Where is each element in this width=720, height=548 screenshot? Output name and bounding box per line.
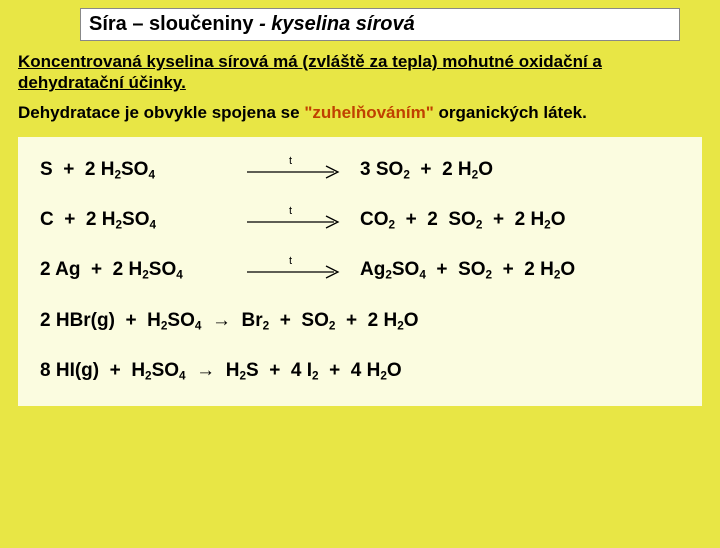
arrow-label: t — [289, 255, 292, 267]
title-part2: - kyselina sírová — [259, 13, 415, 35]
intro2-pre: Dehydratace je obvykle spojena se — [18, 103, 304, 122]
equation-row: 8 HI(g) + H2SO4 → H2S + 4 I2 + 4 H2O — [40, 360, 680, 382]
reaction-arrow: t — [245, 159, 360, 181]
equation-row: S + 2 H2SO4 t 3 SO2 + 2 H2O — [40, 159, 680, 181]
equation-rhs: 3 SO2 + 2 H2O — [360, 159, 680, 181]
equation-row: 2 Ag + 2 H2SO4 t Ag2SO4 + SO2 + 2 H2O — [40, 259, 680, 281]
equation-lhs: S + 2 H2SO4 — [40, 159, 245, 181]
reaction-arrow: t — [245, 209, 360, 231]
intro2-post: organických látek. — [434, 103, 587, 122]
reaction-arrow: t — [245, 259, 360, 281]
title-part1: Síra – sloučeniny — [89, 13, 259, 35]
title-box: Síra – sloučeniny - kyselina sírová — [80, 8, 680, 41]
equation-row: C + 2 H2SO4 t CO2 + 2 SO2 + 2 H2O — [40, 209, 680, 231]
equations-panel: S + 2 H2SO4 t 3 SO2 + 2 H2O C + 2 H2SO4 t… — [18, 137, 702, 406]
equation-lhs: 2 Ag + 2 H2SO4 — [40, 259, 245, 281]
intro2-quoted: "zuhelňováním" — [304, 103, 433, 122]
equation-inline: 8 HI(g) + H2SO4 → H2S + 4 I2 + 4 H2O — [40, 360, 402, 382]
intro-paragraph-2: Dehydratace je obvykle spojena se "zuhel… — [18, 102, 702, 123]
equation-row: 2 HBr(g) + H2SO4 → Br2 + SO2 + 2 H2O — [40, 310, 680, 332]
intro-paragraph-1: Koncentrovaná kyselina sírová má (zvlášt… — [18, 51, 702, 94]
equation-inline: 2 HBr(g) + H2SO4 → Br2 + SO2 + 2 H2O — [40, 310, 419, 332]
equation-lhs: C + 2 H2SO4 — [40, 209, 245, 231]
arrow-label: t — [289, 155, 292, 167]
equation-rhs: Ag2SO4 + SO2 + 2 H2O — [360, 259, 680, 281]
arrow-label: t — [289, 205, 292, 217]
equation-rhs: CO2 + 2 SO2 + 2 H2O — [360, 209, 680, 231]
